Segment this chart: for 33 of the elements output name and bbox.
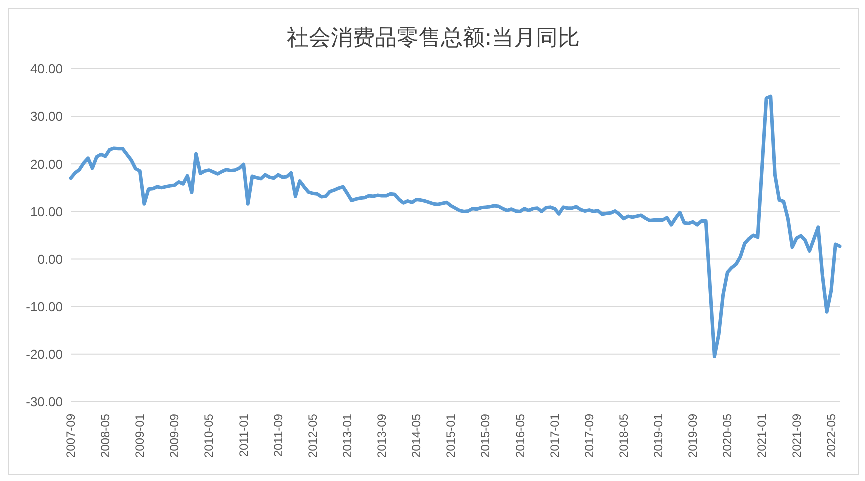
- y-tick-label: -10.00: [26, 299, 63, 314]
- x-tick-label: 2011-01: [236, 414, 251, 458]
- y-tick-label: -30.00: [26, 394, 63, 410]
- y-tick-label: -20.00: [26, 347, 63, 362]
- line-series: [69, 94, 842, 359]
- x-tick-label: 2021-01: [755, 414, 770, 458]
- x-tick-label: 2014-05: [410, 414, 424, 458]
- x-tick-label: 2017-01: [548, 414, 562, 458]
- x-tick-label: 2022-05: [824, 414, 838, 458]
- x-tick-label: 2007-09: [64, 414, 78, 458]
- x-tick-label: 2012-05: [306, 414, 320, 458]
- x-tick-label: 2020-05: [720, 414, 735, 458]
- x-tick-label: 2021-09: [790, 414, 804, 458]
- x-tick-label: 2008-05: [98, 414, 113, 458]
- y-tick-label: 40.00: [30, 62, 63, 77]
- x-tick-label: 2018-05: [616, 414, 631, 458]
- x-tick-label: 2019-09: [686, 414, 700, 458]
- x-tick-label: 2009-09: [168, 414, 182, 458]
- x-tick-label: 2017-09: [582, 414, 596, 458]
- x-tick-label: 2016-05: [513, 414, 528, 458]
- x-tick-label: 2010-05: [202, 414, 216, 458]
- y-tick-label: 30.00: [30, 109, 63, 124]
- x-tick-label: 2015-09: [478, 414, 493, 458]
- x-tick-label: 2019-01: [652, 414, 666, 458]
- x-tick-label: 2009-01: [133, 414, 148, 458]
- y-tick-label: 20.00: [30, 156, 63, 172]
- y-tick-label: 0.00: [38, 252, 63, 267]
- chart-title: 社会消费品零售总额:当月同比: [286, 25, 582, 53]
- x-tick-label: 2013-01: [340, 414, 354, 458]
- x-tick-label: 2011-09: [271, 414, 286, 458]
- x-tick-label: 2015-01: [444, 414, 458, 458]
- y-tick-label: 10.00: [30, 204, 63, 220]
- x-tick-label: 2013-09: [375, 414, 390, 458]
